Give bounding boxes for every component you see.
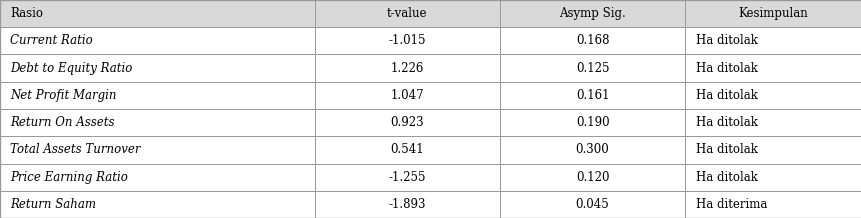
Text: Ha ditolak: Ha ditolak — [695, 171, 757, 184]
Text: Ha ditolak: Ha ditolak — [695, 143, 757, 156]
Bar — [684, 164, 861, 191]
Bar — [314, 82, 499, 109]
Bar — [499, 0, 684, 27]
Bar — [314, 191, 499, 218]
Text: Current Ratio: Current Ratio — [10, 34, 93, 47]
Text: -1.255: -1.255 — [388, 171, 425, 184]
Text: Net Profit Margin: Net Profit Margin — [10, 89, 117, 102]
Text: Ha diterima: Ha diterima — [695, 198, 766, 211]
Bar — [684, 27, 861, 54]
Bar — [499, 164, 684, 191]
Bar — [499, 191, 684, 218]
Text: Debt to Equity Ratio: Debt to Equity Ratio — [10, 62, 133, 75]
Bar — [0, 27, 314, 54]
Text: 0.120: 0.120 — [575, 171, 609, 184]
Text: Rasio: Rasio — [10, 7, 43, 20]
Bar — [314, 136, 499, 164]
Text: 0.161: 0.161 — [575, 89, 609, 102]
Bar — [314, 0, 499, 27]
Text: 1.226: 1.226 — [390, 62, 424, 75]
Bar — [684, 82, 861, 109]
Text: 0.541: 0.541 — [390, 143, 424, 156]
Text: 0.168: 0.168 — [575, 34, 609, 47]
Bar — [684, 109, 861, 136]
Bar — [684, 191, 861, 218]
Bar — [314, 27, 499, 54]
Bar — [499, 54, 684, 82]
Text: 0.923: 0.923 — [390, 116, 424, 129]
Text: Kesimpulan: Kesimpulan — [738, 7, 808, 20]
Text: 0.190: 0.190 — [575, 116, 609, 129]
Text: Price Earning Ratio: Price Earning Ratio — [10, 171, 128, 184]
Bar — [0, 82, 314, 109]
Bar — [499, 82, 684, 109]
Bar — [0, 164, 314, 191]
Bar — [0, 191, 314, 218]
Text: Return Saham: Return Saham — [10, 198, 96, 211]
Bar — [684, 136, 861, 164]
Bar — [314, 54, 499, 82]
Bar — [314, 164, 499, 191]
Text: -1.893: -1.893 — [388, 198, 425, 211]
Text: 1.047: 1.047 — [390, 89, 424, 102]
Bar — [684, 0, 861, 27]
Text: Ha ditolak: Ha ditolak — [695, 62, 757, 75]
Text: Return On Assets: Return On Assets — [10, 116, 115, 129]
Bar — [499, 136, 684, 164]
Text: 0.300: 0.300 — [575, 143, 609, 156]
Text: 0.125: 0.125 — [575, 62, 609, 75]
Text: Ha ditolak: Ha ditolak — [695, 116, 757, 129]
Text: Asymp Sig.: Asymp Sig. — [559, 7, 625, 20]
Bar — [0, 54, 314, 82]
Text: 0.045: 0.045 — [575, 198, 609, 211]
Bar — [0, 0, 314, 27]
Bar — [499, 109, 684, 136]
Bar — [499, 27, 684, 54]
Bar — [314, 109, 499, 136]
Bar — [0, 136, 314, 164]
Text: -1.015: -1.015 — [388, 34, 425, 47]
Bar — [684, 54, 861, 82]
Text: t-value: t-value — [387, 7, 427, 20]
Bar — [0, 109, 314, 136]
Text: Ha ditolak: Ha ditolak — [695, 89, 757, 102]
Text: Ha ditolak: Ha ditolak — [695, 34, 757, 47]
Text: Total Assets Turnover: Total Assets Turnover — [10, 143, 140, 156]
